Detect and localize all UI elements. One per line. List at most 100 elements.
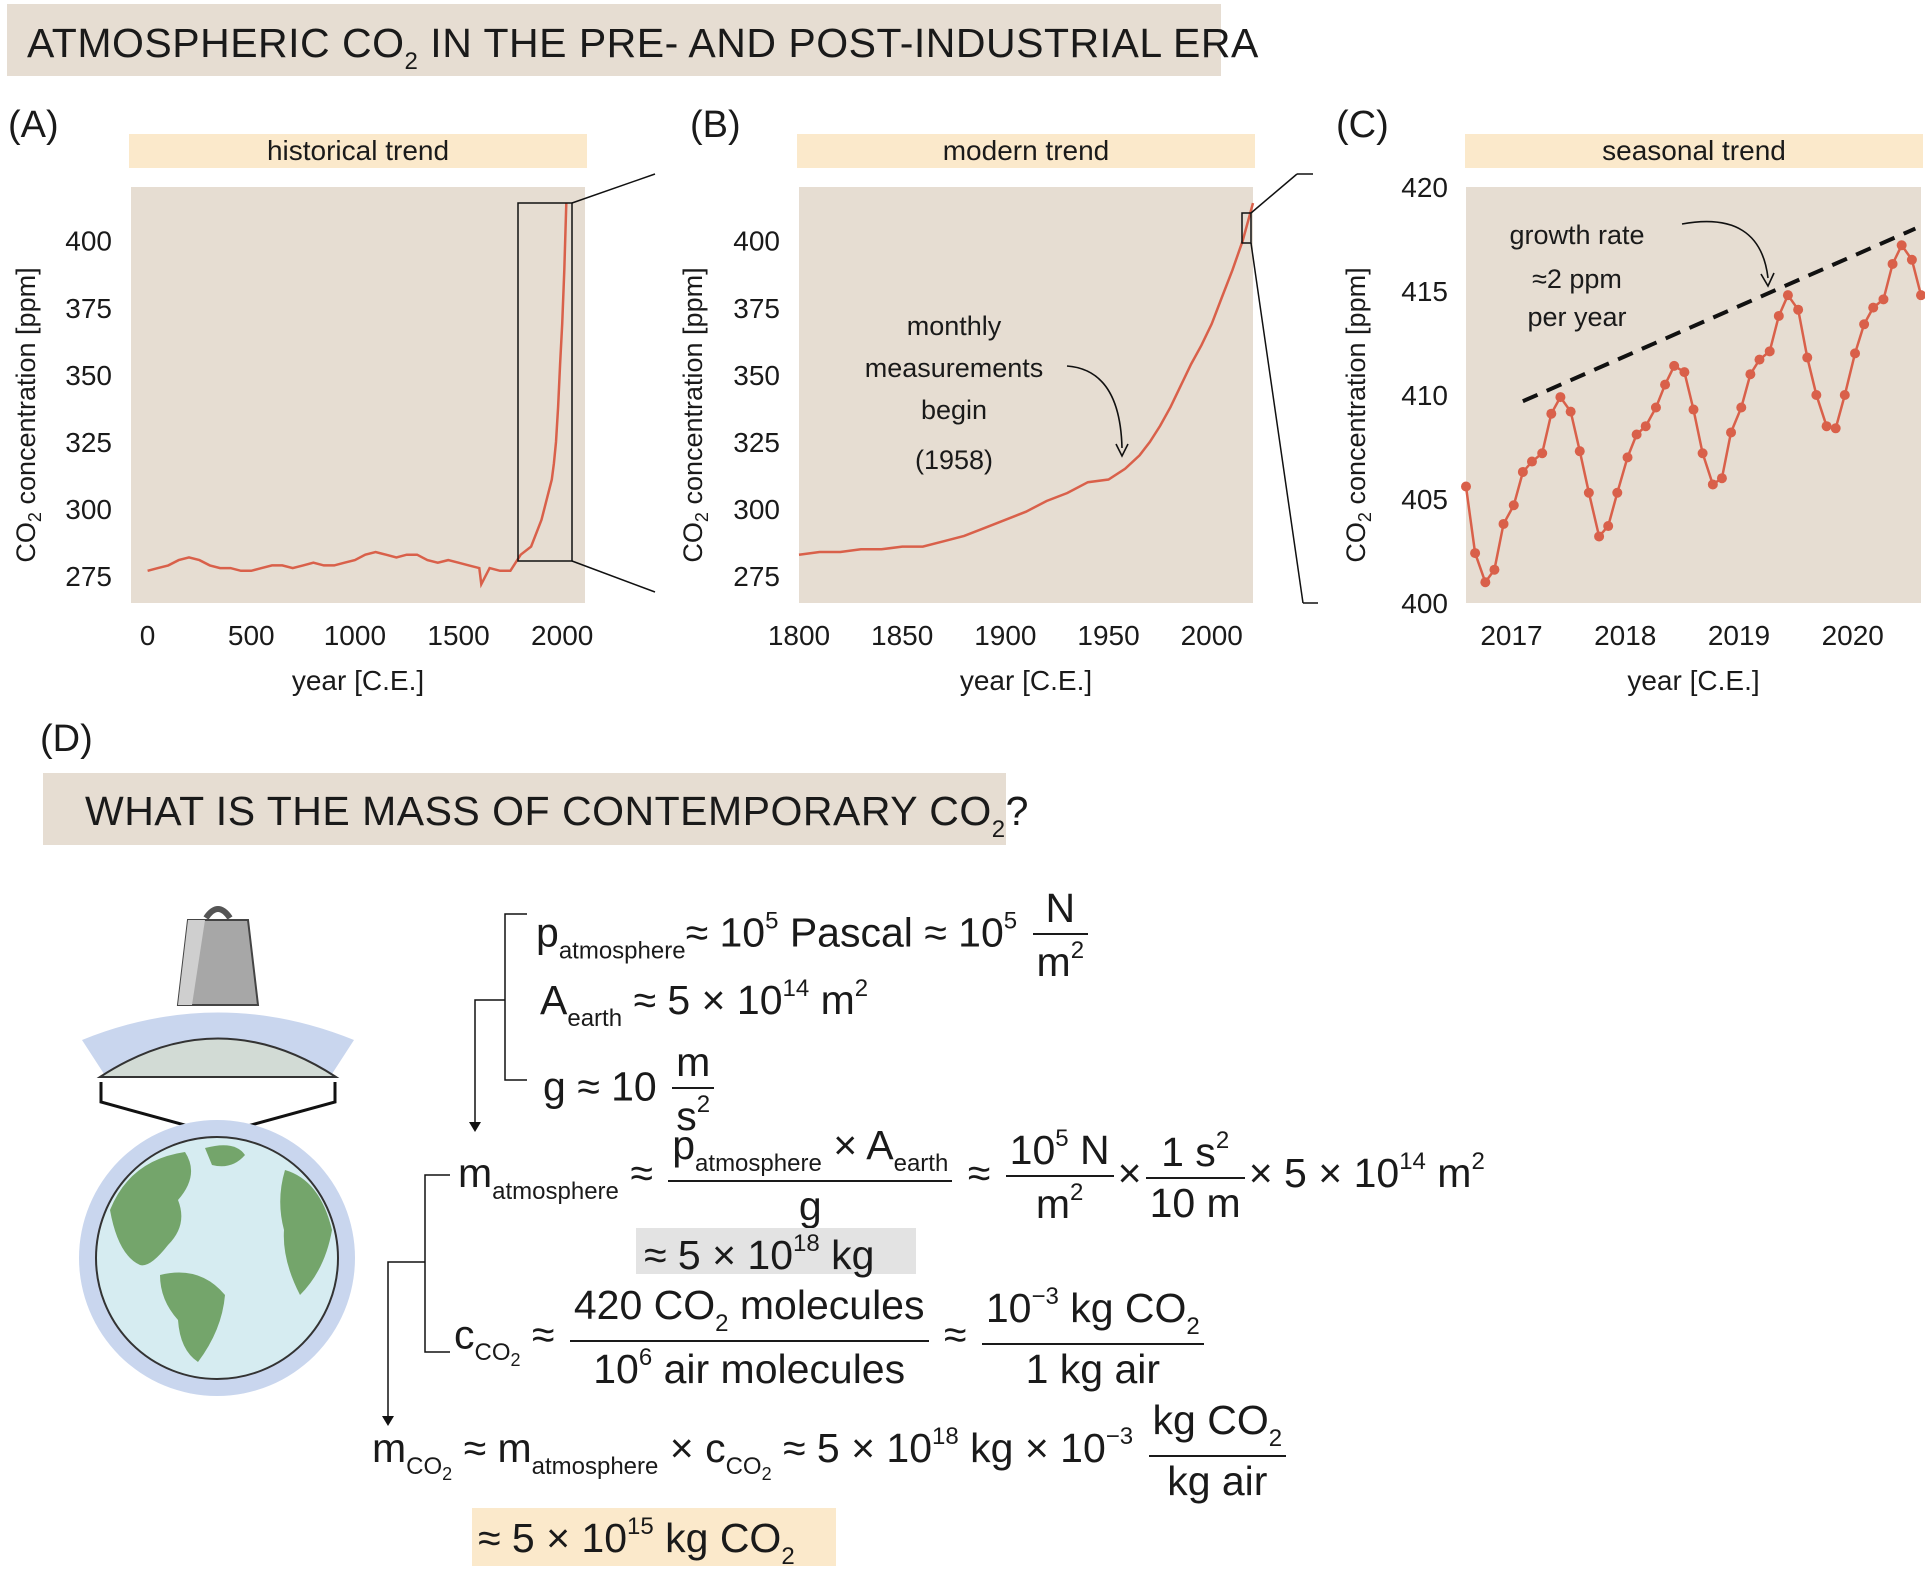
x-axis-label: year [C.E.]	[960, 665, 1092, 696]
series-line	[147, 203, 568, 589]
eq-g: g ≈ 10 m s2	[543, 1042, 718, 1137]
data-point	[1461, 481, 1471, 492]
data-point	[1660, 379, 1671, 390]
data-point	[1688, 404, 1699, 415]
co2-charts: 275 300 325 350 375 400 0 500 1000 1500 2000 year […	[11, 172, 1925, 696]
y-tick-label: 375	[733, 293, 780, 324]
eq-a-earth: Aearth ≈ 5 × 1014 m2	[540, 975, 869, 1032]
zoom-connector	[571, 173, 656, 204]
x-tick-label: 1000	[324, 620, 386, 651]
data-point	[1896, 240, 1907, 251]
section-d-banner: WHAT IS THE MASS OF CONTEMPORARY CO2?	[43, 773, 1028, 845]
data-point	[1508, 500, 1519, 511]
y-tick-label: 275	[65, 561, 112, 592]
y-axis-label: CO2 concentration [ppm]	[1341, 267, 1375, 562]
panel-a-letter: (A)	[8, 104, 59, 146]
zoom-box	[517, 202, 573, 562]
fraction: patmosphere × Aearth g	[668, 1125, 953, 1227]
data-point	[1480, 577, 1491, 588]
data-point	[1793, 304, 1804, 315]
y-tick-label: 410	[1401, 380, 1448, 411]
section-d-title: WHAT IS THE MASS OF CONTEMPORARY CO2?	[85, 788, 1029, 843]
data-point	[1707, 479, 1718, 490]
data-point	[1517, 466, 1528, 477]
x-tick-label: 2000	[531, 620, 593, 651]
fraction: m s2	[672, 1042, 715, 1137]
fraction: 10−3 kg CO2 1 kg air	[981, 1285, 1204, 1390]
page-title: ATMOSPHERIC CO2 IN THE PRE- AND POST-IND…	[27, 20, 1259, 75]
data-point	[1906, 254, 1917, 265]
data-point	[1716, 473, 1727, 484]
y-tick-label: 420	[1401, 172, 1448, 203]
panel-b-letter: (B)	[690, 104, 741, 146]
x-tick-label: 1900	[974, 620, 1036, 651]
data-point	[1697, 448, 1708, 459]
data-point	[1622, 452, 1633, 463]
data-point	[1850, 348, 1861, 359]
y-tick-label: 400	[65, 226, 112, 257]
data-point	[1640, 421, 1651, 432]
weight-icon	[176, 906, 260, 1040]
data-point	[1565, 406, 1576, 417]
plot-area	[131, 187, 585, 603]
chart-seasonal: 400 405 410 415 420 2017 2018 2019 2020 year [C.E…	[1341, 172, 1925, 696]
eq-c-co2: cCO2 ≈ 420 CO2 molecules 106 air molecule…	[454, 1285, 1208, 1390]
fraction: kg CO2 kg air	[1148, 1400, 1287, 1502]
data-point	[1669, 360, 1680, 371]
fraction: 420 CO2 molecules 106 air molecules	[569, 1285, 929, 1390]
data-point	[1736, 402, 1747, 413]
data-point	[1612, 487, 1623, 498]
x-tick-label: 2000	[1181, 620, 1243, 651]
data-point	[1650, 402, 1661, 413]
x-tick-label: 2017	[1480, 620, 1542, 651]
data-point	[1470, 548, 1481, 559]
data-point	[1839, 390, 1850, 400]
eq-m-atmosphere: matmosphere ≈ patmosphere × Aearth g ≈ 10…	[458, 1122, 1485, 1229]
panel-c-letter: (C)	[1336, 104, 1389, 146]
annotation-text: monthly	[907, 311, 1002, 341]
y-tick-label: 350	[65, 360, 112, 391]
data-point	[1754, 354, 1765, 365]
annotation-arrowhead	[1115, 443, 1129, 458]
annotation-arrowhead	[1760, 272, 1775, 288]
y-tick-label: 275	[733, 561, 780, 592]
data-point	[1594, 531, 1605, 542]
x-tick-label: 1800	[768, 620, 830, 651]
zoom-connector	[1250, 173, 1298, 214]
data-point	[1773, 310, 1784, 321]
y-tick-label: 400	[1401, 588, 1448, 619]
data-point	[1745, 369, 1756, 380]
data-point	[1555, 392, 1566, 403]
y-tick-label: 405	[1401, 484, 1448, 515]
data-point	[1726, 427, 1737, 438]
data-point	[1679, 367, 1690, 378]
x-tick-label: 1500	[427, 620, 489, 651]
data-point	[1526, 456, 1537, 467]
annotation-arrow	[1066, 365, 1123, 449]
data-point	[1574, 446, 1585, 457]
chart-historical: 275 300 325 350 375 400 0 500 1000 1500 2000 year […	[11, 173, 656, 696]
zoom-box	[1241, 212, 1252, 244]
series-line	[798, 202, 1255, 556]
eq-m-co2: mCO2 ≈ matmosphere × cCO2 ≈ 5 × 1018 kg …	[372, 1400, 1290, 1502]
x-tick-label: 0	[140, 620, 156, 651]
chart-modern: 275 300 325 350 375 400 1800 1850 1900 1950 2000 ye…	[678, 173, 1318, 696]
data-point	[1887, 258, 1898, 269]
data-point	[1868, 302, 1879, 313]
y-tick-label: 325	[733, 427, 780, 458]
x-axis-label: year [C.E.]	[292, 665, 424, 696]
m-atmosphere-result-highlight	[636, 1228, 916, 1274]
panel-b-subtitle: modern trend	[797, 134, 1255, 168]
data-point	[1811, 390, 1822, 400]
y-axis-label: CO2 concentration [ppm]	[11, 267, 45, 562]
y-tick-label: 375	[65, 293, 112, 324]
data-point	[1802, 352, 1813, 363]
m-co2-result-highlight	[472, 1508, 836, 1566]
title-banner: ATMOSPHERIC CO2 IN THE PRE- AND POST-IND…	[7, 4, 1258, 76]
data-point	[1764, 346, 1775, 357]
y-tick-label: 300	[65, 494, 112, 525]
annotation-arrow	[1681, 220, 1769, 279]
trend-line	[1522, 226, 1917, 404]
